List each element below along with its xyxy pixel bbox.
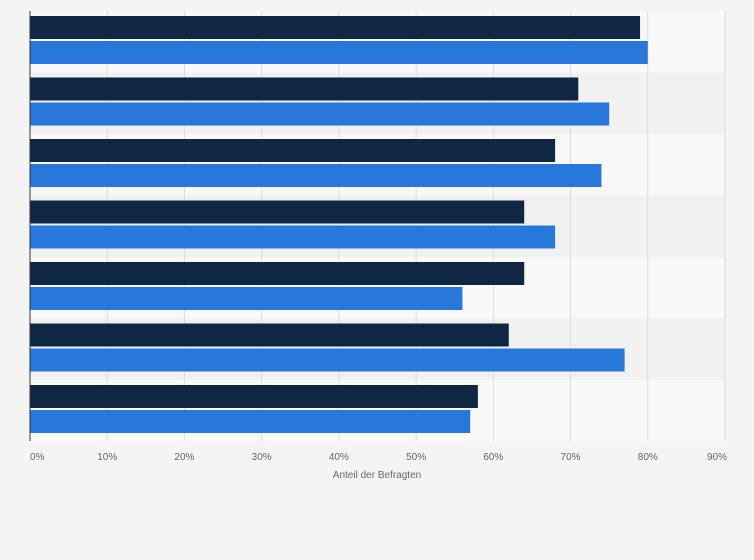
bar-series-2 — [30, 410, 471, 433]
bar-series-1 — [30, 323, 509, 347]
bar-series-2 — [30, 102, 610, 126]
x-tick-label: 20% — [174, 452, 194, 463]
x-tick-label: 10% — [97, 452, 117, 463]
bar-series-1 — [30, 16, 641, 39]
bar-series-2 — [30, 41, 648, 64]
bar-series-2 — [30, 225, 556, 249]
x-tick-label: 90% — [707, 452, 727, 463]
x-axis-title: Anteil der Befragten — [333, 470, 421, 481]
x-tick-label: 30% — [252, 452, 272, 463]
x-tick-label: 50% — [406, 452, 426, 463]
x-tick-label: 40% — [329, 452, 349, 463]
x-tick-label: 60% — [483, 452, 503, 463]
bar-series-1 — [30, 200, 525, 224]
bar-series-1 — [30, 385, 478, 408]
bar-series-1 — [30, 77, 579, 101]
bar-series-2 — [30, 164, 602, 187]
x-tick-label: 80% — [638, 452, 658, 463]
bar-series-2 — [30, 348, 625, 372]
bar-series-1 — [30, 262, 525, 285]
x-tick-label: 70% — [561, 452, 581, 463]
x-tick-label: 0% — [30, 452, 45, 463]
bar-series-1 — [30, 139, 556, 162]
x-tick-labels: 0% 10% 20% 30% 40% 50% 60% 70% 80% 90% — [30, 452, 727, 463]
bar-series-2 — [30, 287, 463, 310]
bars — [30, 16, 648, 433]
